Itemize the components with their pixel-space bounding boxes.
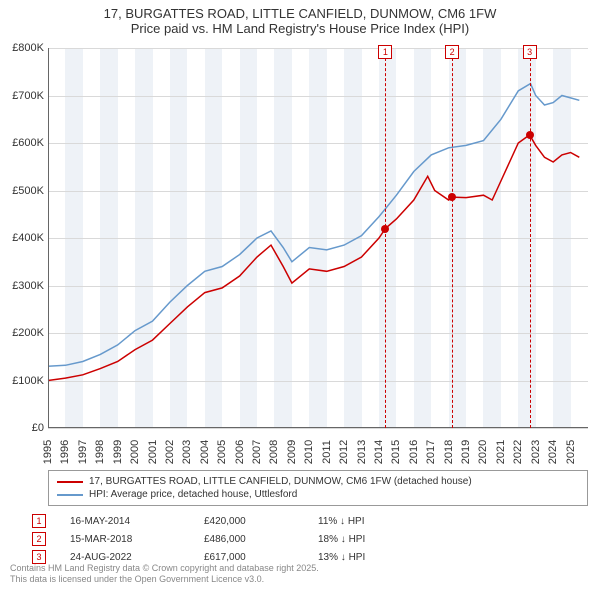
legend-label: HPI: Average price, detached house, Uttl… (89, 489, 297, 500)
series-line-hpi (48, 84, 579, 367)
plot-area: 1 2 3 (48, 48, 588, 428)
x-tick-label: 1995 (42, 440, 54, 464)
x-tick-label: 2015 (390, 440, 402, 464)
sale-price: £486,000 (204, 534, 294, 545)
x-tick-label: 2005 (216, 440, 228, 464)
sale-row: 2 15-MAR-2018 £486,000 18% ↓ HPI (32, 530, 588, 548)
legend: 17, BURGATTES ROAD, LITTLE CANFIELD, DUN… (48, 470, 588, 506)
y-tick-label: £400K (12, 232, 44, 244)
x-tick-label: 2020 (477, 440, 489, 464)
y-tick-label: £800K (12, 42, 44, 54)
title-line-1: 17, BURGATTES ROAD, LITTLE CANFIELD, DUN… (10, 6, 590, 21)
sale-marker-line (452, 48, 453, 428)
x-tick-label: 2007 (251, 440, 263, 464)
x-tick-label: 2009 (286, 440, 298, 464)
line-svg (48, 48, 588, 428)
legend-swatch (57, 494, 83, 496)
x-tick-label: 2000 (129, 440, 141, 464)
sale-marker-line (530, 48, 531, 428)
x-tick-label: 2023 (530, 440, 542, 464)
footer-line-1: Contains HM Land Registry data © Crown c… (10, 563, 319, 575)
x-axis: 1995199619971998199920002001200220032004… (48, 430, 588, 470)
x-tick-label: 1999 (112, 440, 124, 464)
x-tick-label: 2014 (373, 440, 385, 464)
x-tick-label: 2002 (164, 440, 176, 464)
y-tick-label: £100K (12, 375, 44, 387)
x-tick-label: 2008 (268, 440, 280, 464)
sale-delta: 18% ↓ HPI (318, 534, 418, 545)
x-tick-label: 1997 (77, 440, 89, 464)
x-tick-label: 2021 (495, 440, 507, 464)
sale-marker-box: 3 (523, 45, 537, 59)
y-tick-label: £500K (12, 185, 44, 197)
x-tick-label: 2006 (234, 440, 246, 464)
footer-line-2: This data is licensed under the Open Gov… (10, 574, 319, 586)
x-tick-label: 2004 (199, 440, 211, 464)
sale-dot (526, 131, 534, 139)
x-tick-label: 2003 (181, 440, 193, 464)
x-tick-label: 2012 (338, 440, 350, 464)
sales-table: 1 16-MAY-2014 £420,000 11% ↓ HPI 2 15-MAR-201… (32, 512, 588, 566)
sale-price: £420,000 (204, 516, 294, 527)
chart-container: 17, BURGATTES ROAD, LITTLE CANFIELD, DUN… (0, 0, 600, 590)
legend-item-hpi: HPI: Average price, detached house, Uttl… (57, 488, 579, 501)
x-tick-label: 2016 (408, 440, 420, 464)
y-tick-label: £200K (12, 327, 44, 339)
legend-item-price-paid: 17, BURGATTES ROAD, LITTLE CANFIELD, DUN… (57, 475, 579, 488)
sale-row-marker: 2 (32, 532, 46, 546)
legend-label: 17, BURGATTES ROAD, LITTLE CANFIELD, DUN… (89, 476, 472, 487)
title-block: 17, BURGATTES ROAD, LITTLE CANFIELD, DUN… (0, 0, 600, 38)
y-tick-label: £600K (12, 137, 44, 149)
legend-swatch (57, 481, 83, 483)
sale-row-marker: 1 (32, 514, 46, 528)
x-tick-label: 2017 (425, 440, 437, 464)
x-tick-label: 2013 (356, 440, 368, 464)
y-axis: £0£100K£200K£300K£400K£500K£600K£700K£80… (0, 48, 46, 428)
sale-date: 16-MAY-2014 (70, 516, 180, 527)
sale-marker-box: 1 (378, 45, 392, 59)
sale-date: 24-AUG-2022 (70, 552, 180, 563)
y-tick-label: £300K (12, 280, 44, 292)
x-tick-label: 2025 (565, 440, 577, 464)
y-tick-label: £0 (32, 422, 44, 434)
x-tick-label: 2010 (303, 440, 315, 464)
x-tick-label: 2018 (443, 440, 455, 464)
sale-delta: 11% ↓ HPI (318, 516, 418, 527)
x-tick-label: 2024 (547, 440, 559, 464)
x-tick-label: 1996 (59, 440, 71, 464)
x-tick-label: 2022 (512, 440, 524, 464)
sale-marker-box: 2 (445, 45, 459, 59)
footer: Contains HM Land Registry data © Crown c… (10, 563, 319, 586)
x-tick-label: 2019 (460, 440, 472, 464)
gridline (48, 428, 588, 429)
x-tick-label: 2001 (147, 440, 159, 464)
y-tick-label: £700K (12, 90, 44, 102)
x-tick-label: 2011 (321, 440, 333, 464)
sale-dot (448, 193, 456, 201)
sale-delta: 13% ↓ HPI (318, 552, 418, 563)
sale-row: 1 16-MAY-2014 £420,000 11% ↓ HPI (32, 512, 588, 530)
sale-dot (381, 225, 389, 233)
sale-price: £617,000 (204, 552, 294, 563)
sale-marker-line (385, 48, 386, 428)
title-line-2: Price paid vs. HM Land Registry's House … (10, 21, 590, 36)
sale-date: 15-MAR-2018 (70, 534, 180, 545)
x-tick-label: 1998 (94, 440, 106, 464)
series-line-price_paid (48, 135, 579, 381)
